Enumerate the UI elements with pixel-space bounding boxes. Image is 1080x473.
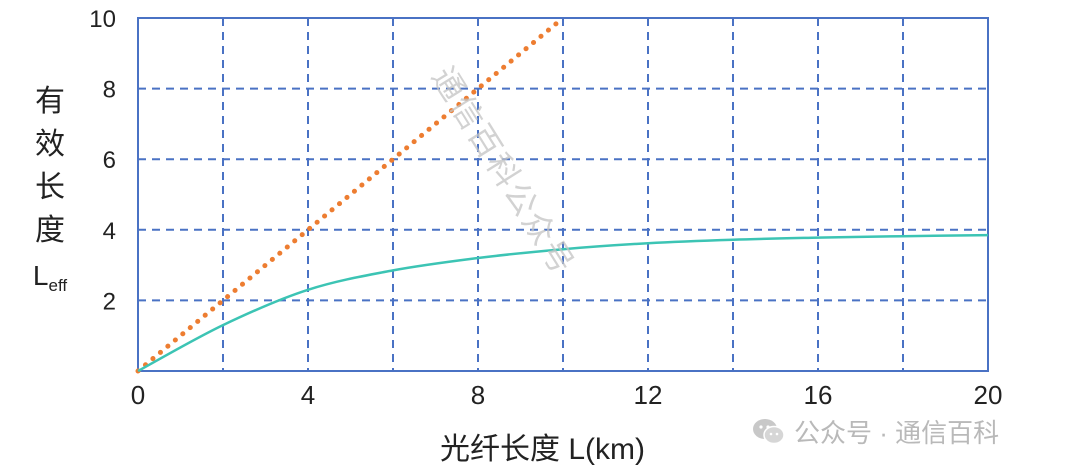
y-tick-label: 4 [103, 218, 116, 245]
y-axis-symbol: Leff [28, 254, 72, 307]
x-tick-label: 8 [471, 380, 485, 410]
bottom-watermark-text: 公众号 · 通信百科 [794, 418, 1000, 448]
grid [138, 18, 988, 371]
y-tick-label: 10 [89, 6, 116, 33]
series-group [135, 15, 989, 374]
y-tick-label: 8 [103, 77, 116, 104]
x-tick-label: 16 [804, 380, 833, 410]
y-axis-label-char: 效 [35, 128, 65, 161]
x-tick-label: 0 [131, 380, 145, 410]
x-tick-label: 12 [634, 380, 663, 410]
y-tick-labels: 2 4 6 8 10 [89, 6, 116, 315]
y-axis-label-char: 有 [35, 85, 65, 118]
y-axis-label-char: 长 [35, 171, 65, 204]
y-axis-label-char: 度 [35, 214, 65, 247]
y-axis-symbol-letter: L [32, 260, 49, 291]
x-axis-label: 光纤长度 L(km) [440, 433, 645, 466]
x-tick-label: 4 [301, 380, 315, 410]
y-axis-label: 有 效 长 度 Leff [28, 80, 72, 307]
x-tick-label: 20 [974, 380, 1003, 410]
plot-frame [137, 17, 989, 372]
x-tick-labels: 0 4 8 12 16 20 [131, 380, 1003, 410]
y-tick-label: 2 [103, 288, 116, 315]
series-line-solid [137, 233, 989, 373]
bottom-watermark: 公众号 · 通信百科 [752, 413, 999, 450]
y-axis-symbol-subscript: eff [48, 276, 68, 295]
wechat-icon [753, 418, 785, 444]
y-tick-label: 6 [103, 147, 116, 174]
